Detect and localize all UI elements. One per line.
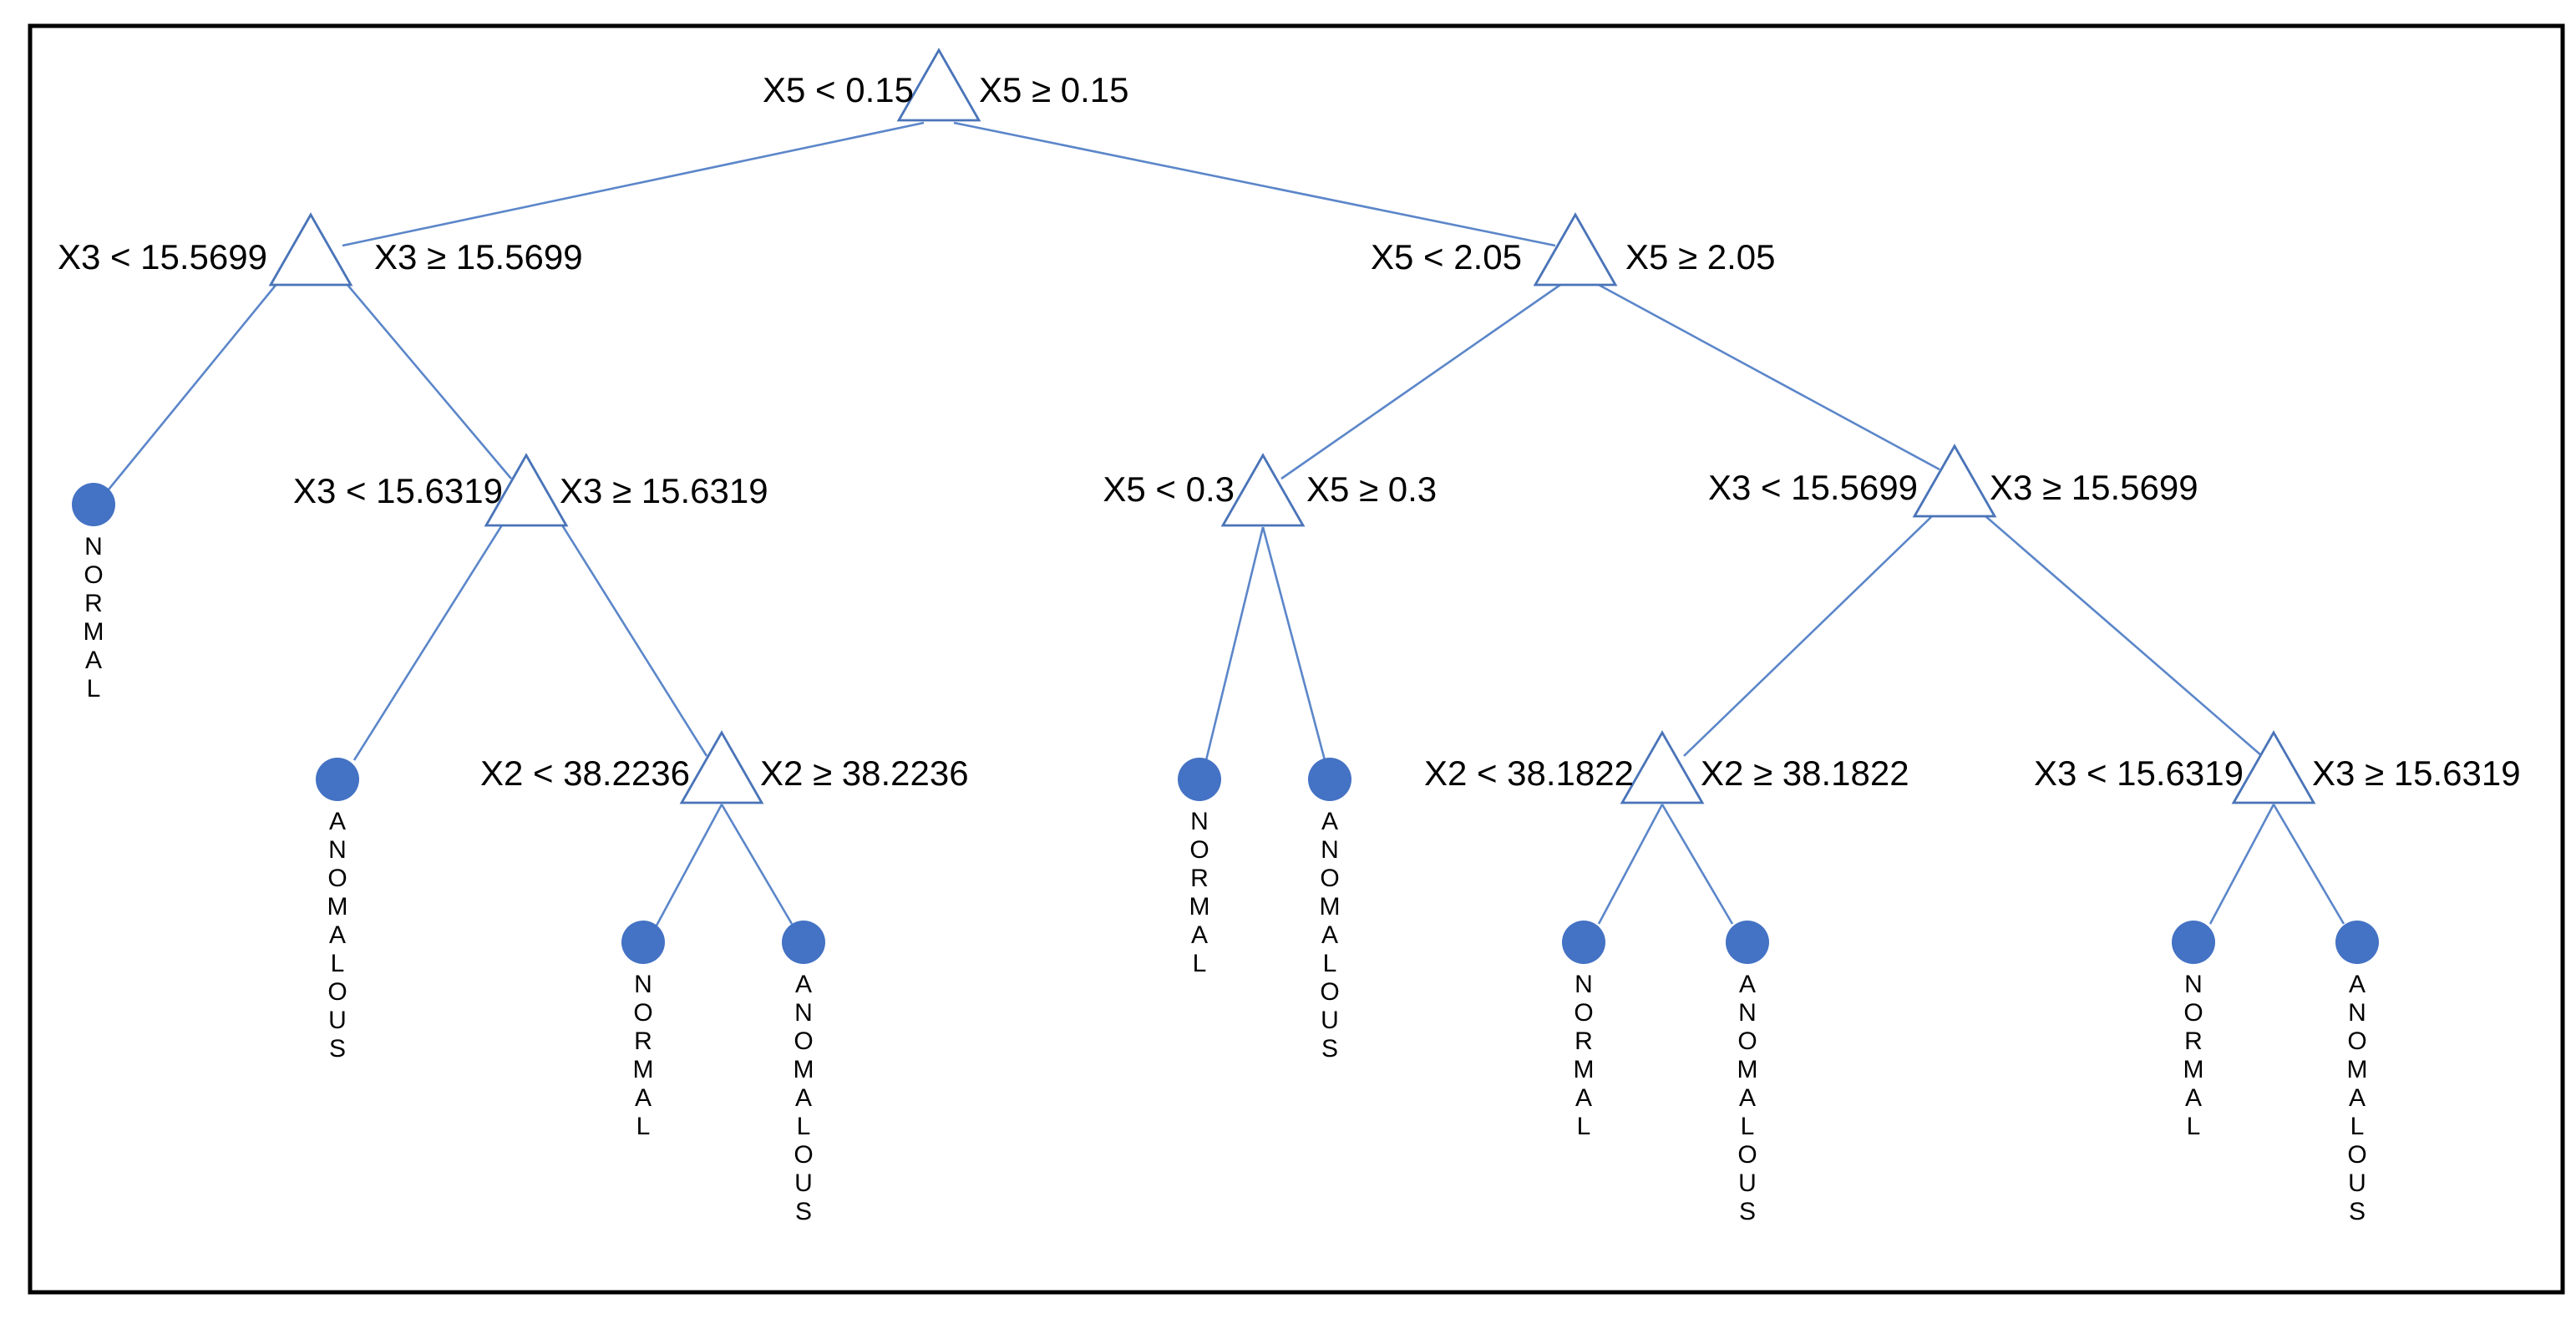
split-node-n7-triangle-icon [1620, 730, 1705, 804]
leaf-node-L4-circle-icon [782, 921, 825, 964]
edge-L9 [2208, 804, 2275, 925]
leaf-node-L10-circle-icon [2335, 921, 2379, 964]
split-node-n2-triangle-icon [1533, 212, 1618, 287]
leaf-node-L9-circle-icon [2172, 921, 2215, 964]
leaf-node-L8-circle-icon [1726, 921, 1769, 964]
split-node-n8-triangle-icon [2231, 730, 2316, 804]
diagram-border [28, 23, 2565, 1295]
edge-L10 [2272, 804, 2345, 925]
split-label-right-root: X5 ≥ 0.15 [979, 70, 1129, 109]
split-node-n5-triangle-icon [1220, 453, 1306, 527]
edge-L3 [655, 804, 723, 926]
edge-n1 [342, 121, 925, 247]
edge-n3 [347, 284, 512, 479]
edge-L5 [1204, 526, 1265, 761]
split-label-right-n7: X2 ≥ 38.1822 [1701, 753, 1909, 793]
leaf-node-L1-circle-icon [72, 483, 115, 526]
edge-n8 [1984, 515, 2263, 757]
edge-L8 [1661, 804, 1734, 925]
leaf-node-L5-circle-icon [1178, 758, 1221, 801]
split-label-right-n5: X5 ≥ 0.3 [1306, 469, 1437, 509]
split-label-left-root: X5 < 0.15 [763, 70, 914, 109]
edge-n2 [953, 121, 1556, 247]
split-label-left-n4: X2 < 38.2236 [480, 753, 690, 793]
split-label-right-n8: X3 ≥ 15.6319 [2312, 753, 2521, 793]
tree-labels: X5 < 0.15 X5 ≥ 0.15 X3 < 15.5699 X3 ≥ 15.56… [58, 70, 2521, 1225]
leaf-node-L6-circle-icon [1308, 758, 1351, 801]
leaf-node-L2-circle-icon [316, 758, 359, 801]
split-label-right-n6: X3 ≥ 15.5699 [1990, 468, 2198, 507]
edge-L1 [107, 282, 279, 490]
split-node-root-triangle-icon [896, 48, 981, 122]
edge-L7 [1597, 804, 1664, 925]
edge-L6 [1261, 526, 1326, 761]
split-label-right-n3: X3 ≥ 15.6319 [560, 471, 768, 510]
split-label-left-n5: X5 < 0.3 [1103, 469, 1235, 509]
split-node-n1-triangle-icon [268, 212, 353, 287]
split-label-left-n8: X3 < 15.6319 [2034, 753, 2244, 793]
edge-L2 [352, 523, 505, 761]
leaf-node-L3-circle-icon [621, 921, 665, 964]
split-label-left-n1: X3 < 15.5699 [58, 237, 267, 276]
edge-n6 [1598, 283, 1940, 471]
split-label-left-n2: X5 < 2.05 [1371, 237, 1522, 276]
tree-nodes [72, 48, 2379, 964]
split-label-left-n3: X3 < 15.6319 [293, 471, 503, 510]
split-node-n6-triangle-icon [1912, 444, 1997, 518]
leaf-node-L7-circle-icon [1562, 921, 1605, 964]
split-node-n4-triangle-icon [679, 730, 764, 804]
split-label-right-n1: X3 ≥ 15.5699 [374, 237, 583, 276]
split-label-left-n7: X2 < 38.1822 [1424, 753, 1634, 793]
edge-n7 [1683, 515, 1934, 757]
edge-L4 [720, 804, 794, 925]
edge-n4 [560, 523, 708, 757]
split-label-left-n6: X3 < 15.5699 [1708, 468, 1918, 507]
tree-edges [107, 121, 2345, 926]
split-label-right-n2: X5 ≥ 2.05 [1625, 237, 1776, 276]
split-node-n3-triangle-icon [484, 453, 569, 527]
split-label-right-n4: X2 ≥ 38.2236 [760, 753, 969, 793]
edge-n5 [1280, 283, 1561, 480]
